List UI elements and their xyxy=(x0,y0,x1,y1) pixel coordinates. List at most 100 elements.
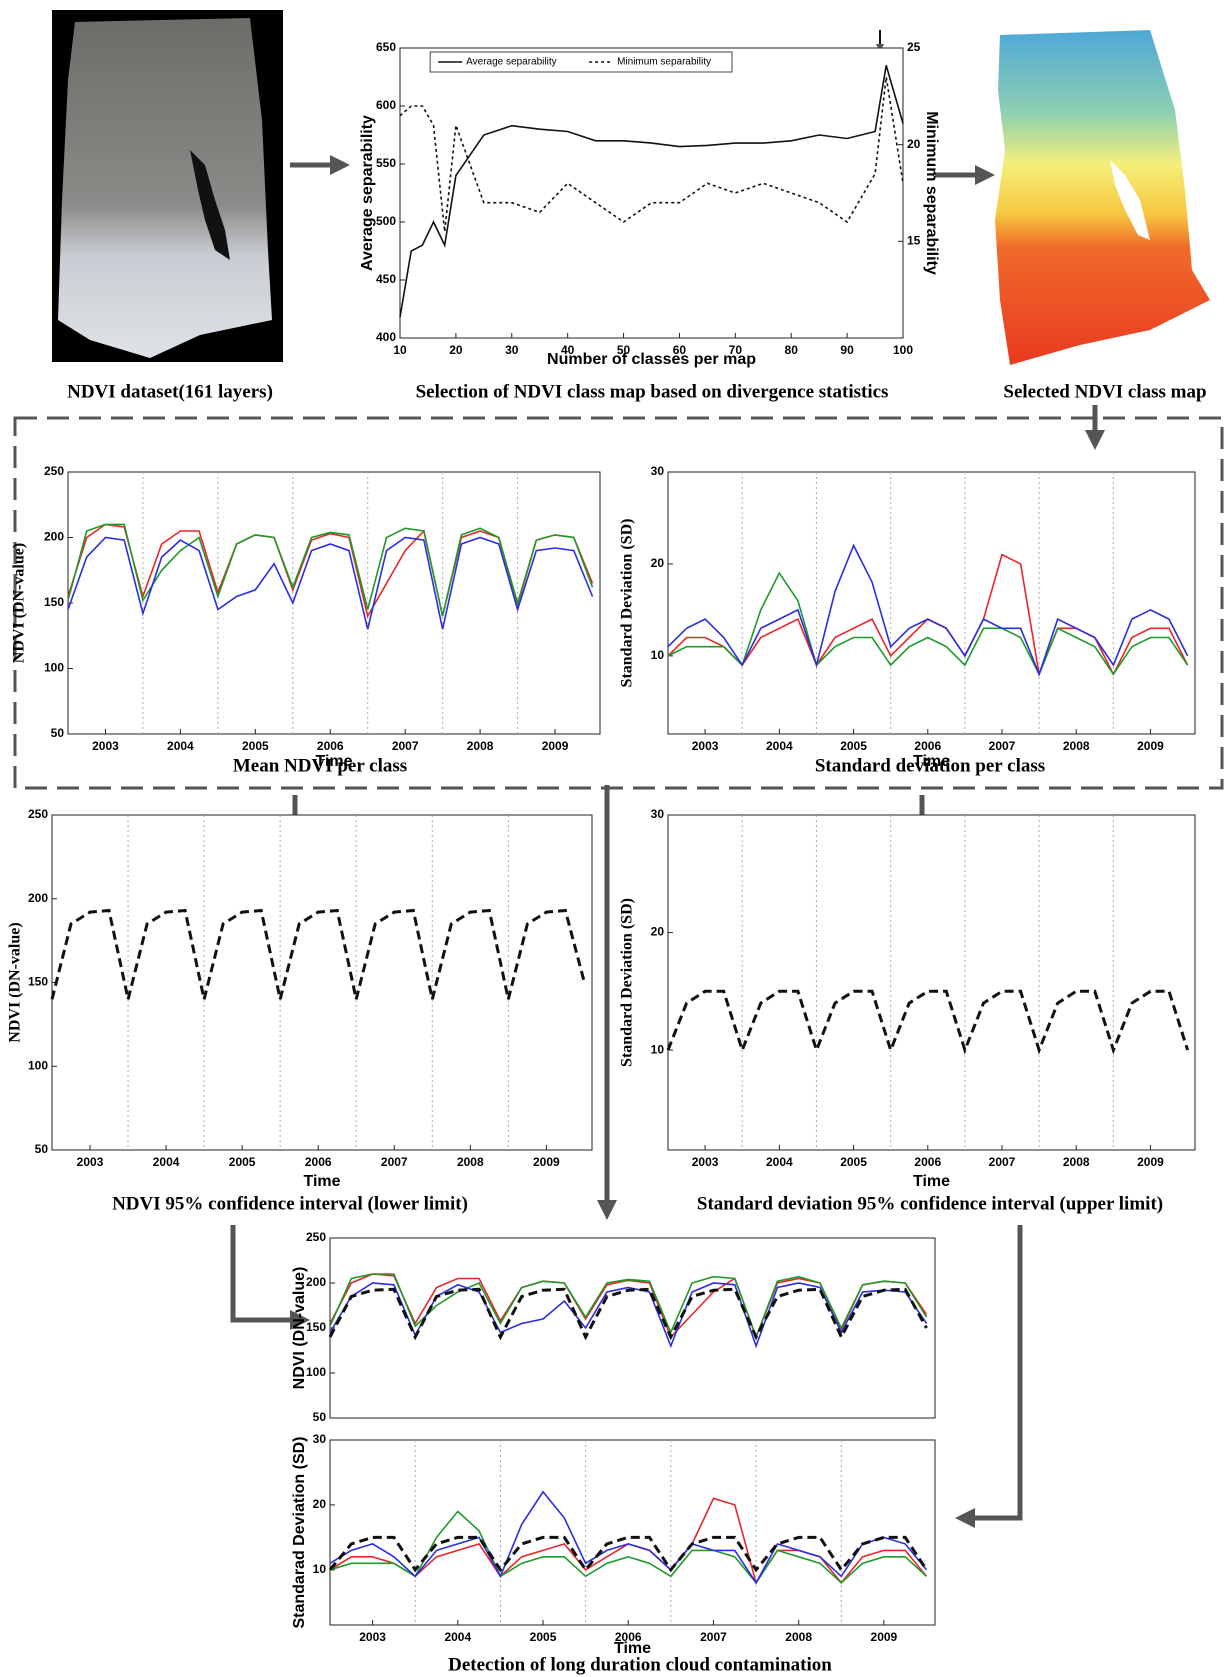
x-axis-label: Time xyxy=(913,753,950,770)
x-axis-label: Time xyxy=(303,1173,340,1190)
plot-frame xyxy=(399,47,904,339)
x-axis-label: Time xyxy=(913,1173,950,1190)
caption: NDVI 95% confidence interval (lower limi… xyxy=(112,1193,468,1214)
x-tick-label: 2003 xyxy=(692,1155,719,1169)
x-tick-label: 2008 xyxy=(467,739,494,753)
x-tick-label: 2007 xyxy=(392,739,419,753)
legend-box xyxy=(429,51,733,73)
y-axis-label: Standard Deviation (SD) xyxy=(619,519,636,688)
y-tick-label: 10 xyxy=(313,1562,327,1576)
caption: Detection of long duration cloud contami… xyxy=(448,1654,832,1675)
y-axis-label: Standarad Deviation (SD) xyxy=(291,1436,308,1628)
x-tick-label: 100 xyxy=(893,343,913,357)
x-tick-label: 2004 xyxy=(167,739,194,753)
series-line xyxy=(67,523,594,617)
y-tick-label: 650 xyxy=(376,40,396,54)
caption: NDVI dataset(161 layers) xyxy=(67,381,273,402)
x-tick-label: 2008 xyxy=(785,1630,812,1644)
y-tick-label: 200 xyxy=(28,891,48,905)
y-tick-label: 20 xyxy=(313,1497,327,1511)
x-tick-label: 2009 xyxy=(871,1630,898,1644)
x-tick-label: 2007 xyxy=(700,1630,727,1644)
x-tick-label: 2003 xyxy=(359,1630,386,1644)
x-tick-label: 2005 xyxy=(840,739,867,753)
x-tick-label: 70 xyxy=(729,343,743,357)
caption: Selection of NDVI class map based on div… xyxy=(416,381,889,402)
y-tick-label: 20 xyxy=(651,556,665,570)
x-tick-label: 2008 xyxy=(1063,739,1090,753)
y-tick-label: 250 xyxy=(28,807,48,821)
y-tick-label: 200 xyxy=(306,1275,326,1289)
caption: Standard deviation 95% confidence interv… xyxy=(697,1193,1163,1214)
series-line xyxy=(399,76,904,232)
y-axis-label: NDVI (DN-value) xyxy=(7,922,24,1042)
caption: Standard deviation per class xyxy=(815,755,1045,776)
y2-tick-label: 15 xyxy=(907,234,921,248)
plot-frame xyxy=(67,471,601,735)
x-tick-label: 2006 xyxy=(317,739,344,753)
plot-frame xyxy=(667,471,1196,735)
x-tick-label: 30 xyxy=(505,343,519,357)
y-tick-label: 30 xyxy=(651,807,665,821)
y-tick-label: 50 xyxy=(35,1142,49,1156)
x-tick-label: 2005 xyxy=(530,1630,557,1644)
x-tick-label: 90 xyxy=(840,343,854,357)
x-axis-label: Time xyxy=(614,1640,651,1657)
x-tick-label: 10 xyxy=(393,343,407,357)
y-tick-label: 30 xyxy=(651,464,665,478)
x-tick-label: 2003 xyxy=(92,739,119,753)
x-tick-label: 50 xyxy=(617,343,631,357)
x-tick-label: 40 xyxy=(561,343,575,357)
y-tick-label: 50 xyxy=(51,726,65,740)
x-tick-label: 60 xyxy=(673,343,687,357)
y-tick-label: 30 xyxy=(313,1432,327,1446)
x-tick-label: 2005 xyxy=(242,739,269,753)
x-tick-label: 2009 xyxy=(533,1155,560,1169)
y-tick-label: 10 xyxy=(651,648,665,662)
y-tick-label: 250 xyxy=(306,1230,326,1244)
x-tick-label: 2009 xyxy=(1137,739,1164,753)
x-tick-label: 2004 xyxy=(766,739,793,753)
plot-frame xyxy=(51,814,593,1151)
x-tick-label: 2005 xyxy=(229,1155,256,1169)
x-tick-label: 2006 xyxy=(914,1155,941,1169)
series-line xyxy=(399,65,904,318)
caption: Selected NDVI class map xyxy=(1003,381,1206,402)
series-line xyxy=(329,1510,928,1585)
y-tick-label: 50 xyxy=(313,1410,327,1424)
plot-frame xyxy=(667,814,1196,1151)
x-tick-label: 2008 xyxy=(1063,1155,1090,1169)
x-tick-label: 80 xyxy=(785,343,799,357)
plot-frame xyxy=(329,1237,936,1419)
y-tick-label: 20 xyxy=(651,925,665,939)
y2-tick-label: 25 xyxy=(907,40,921,54)
series-line xyxy=(50,908,586,1000)
y-tick-label: 600 xyxy=(376,98,396,112)
plot-frame xyxy=(329,1439,936,1626)
series-line xyxy=(329,1490,928,1585)
x-tick-label: 2008 xyxy=(457,1155,484,1169)
y-axis-label: Standard Deviation (SD) xyxy=(619,898,636,1067)
y2-tick-label: 20 xyxy=(907,137,921,151)
x-tick-label: 2004 xyxy=(153,1155,180,1169)
series-line xyxy=(328,1287,928,1341)
y-axis-label: NDVI (DN-value) xyxy=(11,543,28,663)
caption: Mean NDVI per class xyxy=(233,755,407,776)
y-tick-label: 100 xyxy=(306,1365,326,1379)
y-tick-label: 200 xyxy=(44,530,64,544)
series-line xyxy=(667,571,1189,677)
y-tick-label: 100 xyxy=(44,661,64,675)
group-box xyxy=(13,416,1224,790)
x-tick-label: 2003 xyxy=(77,1155,104,1169)
y2-axis-label: Minimum separability xyxy=(923,111,940,275)
y-tick-label: 500 xyxy=(376,214,396,228)
x-tick-label: 2006 xyxy=(615,1630,642,1644)
y-tick-label: 550 xyxy=(376,156,396,170)
y-tick-label: 450 xyxy=(376,272,396,286)
x-tick-label: 2005 xyxy=(840,1155,867,1169)
x-tick-label: 2007 xyxy=(989,1155,1016,1169)
y-tick-label: 150 xyxy=(28,975,48,989)
x-tick-label: 2007 xyxy=(989,739,1016,753)
flow-arrows xyxy=(230,30,1105,1528)
